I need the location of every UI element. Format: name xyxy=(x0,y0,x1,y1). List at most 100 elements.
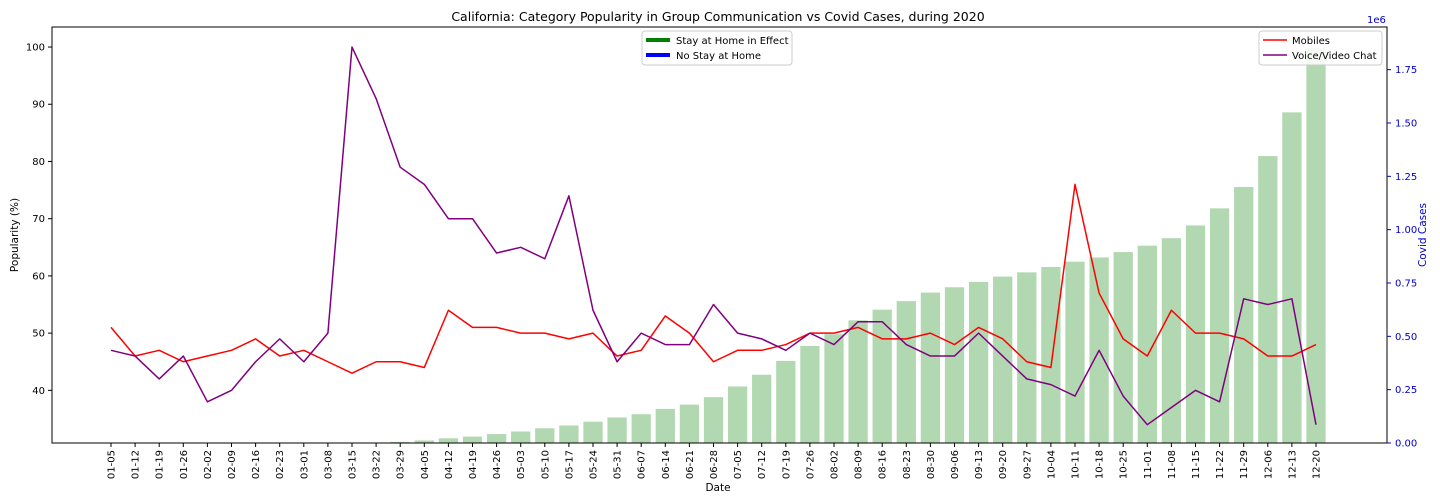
x-tick-label: 12-06 xyxy=(1263,450,1274,479)
right-tick-label: 0.25 xyxy=(1395,385,1417,396)
x-tick-label: 06-21 xyxy=(685,450,696,479)
x-tick-label: 11-22 xyxy=(1215,450,1226,479)
x-tick-label: 01-19 xyxy=(155,450,166,479)
covid-bar xyxy=(1017,272,1037,443)
legend-box xyxy=(641,30,793,66)
covid-bar xyxy=(583,421,603,443)
covid-bar xyxy=(462,436,483,443)
covid-bar xyxy=(655,408,675,443)
legend-series: Mobiles Voice/Video Chat xyxy=(1258,30,1383,66)
x-tick-label: 09-27 xyxy=(1022,450,1033,479)
legend-label: Mobiles xyxy=(1292,36,1330,47)
x-tick-label: 09-20 xyxy=(998,450,1009,479)
covid-bar xyxy=(896,301,916,443)
covid-bar xyxy=(752,374,772,443)
x-tick-label: 01-05 xyxy=(107,450,118,479)
y-axis-label-left: Popularity (%) xyxy=(9,198,21,272)
left-tick-label: 100 xyxy=(26,43,45,54)
right-tick-label: 1.00 xyxy=(1395,225,1417,236)
covid-bar xyxy=(1209,208,1230,443)
covid-bar xyxy=(1234,187,1254,443)
left-tick-label: 90 xyxy=(32,100,45,111)
x-tick-label: 08-16 xyxy=(878,450,889,479)
legend-box xyxy=(1258,30,1383,66)
x-tick-label: 12-20 xyxy=(1312,450,1323,479)
x-tick-label: 03-29 xyxy=(396,450,407,479)
x-tick-label: 08-23 xyxy=(902,450,913,479)
x-axis-label: Date xyxy=(705,482,730,494)
covid-bar xyxy=(390,441,410,443)
x-tick-label: 10-18 xyxy=(1095,450,1106,479)
x-tick-label: 05-17 xyxy=(564,450,575,479)
left-tick-label: 70 xyxy=(32,214,45,225)
right-axis-multiplier: 1e6 xyxy=(1367,15,1386,26)
x-tick-label: 03-01 xyxy=(299,450,310,479)
mobiles-line xyxy=(110,183,1317,374)
x-tick-label: 07-19 xyxy=(781,450,792,479)
x-tick-label: 12-13 xyxy=(1287,450,1298,479)
right-y-axis: 0.00 0.25 0.50 0.75 1.00 1.25 1.50 1.75 xyxy=(1387,65,1417,450)
plot-frame xyxy=(51,26,1388,444)
x-tick-label: 10-04 xyxy=(1046,450,1057,479)
x-tick-label: 02-16 xyxy=(251,450,262,479)
left-tick-label: 80 xyxy=(32,157,45,168)
right-tick-label: 1.25 xyxy=(1395,172,1417,183)
x-tick-label: 04-26 xyxy=(492,450,503,479)
legend-label: Voice/Video Chat xyxy=(1292,51,1377,62)
covid-bar xyxy=(968,281,989,443)
covid-bar xyxy=(535,428,555,443)
x-tick-label: 11-15 xyxy=(1191,450,1202,479)
x-tick-label: 02-09 xyxy=(227,450,238,479)
left-tick-label: 60 xyxy=(32,271,45,282)
covid-bar xyxy=(1185,225,1206,443)
left-tick-label: 50 xyxy=(32,329,45,340)
covid-bars xyxy=(342,48,1326,443)
left-y-axis: 40 50 60 70 80 90 100 xyxy=(26,43,52,397)
y-axis-label-right: Covid Cases xyxy=(1417,203,1429,267)
x-tick-label: 06-14 xyxy=(661,450,672,479)
covid-bar xyxy=(1137,245,1157,443)
covid-bar xyxy=(511,431,531,443)
covid-bar xyxy=(824,334,844,443)
x-axis: 01-05 01-12 01-19 01-26 02-02 02-09 02-16 02-23… xyxy=(107,443,1323,479)
covid-bar xyxy=(727,386,748,443)
x-tick-label: 02-23 xyxy=(275,450,286,479)
x-tick-label: 07-05 xyxy=(733,450,744,479)
covid-bar xyxy=(1258,156,1278,443)
covid-bar xyxy=(800,345,820,443)
x-tick-label: 09-13 xyxy=(974,450,985,479)
x-tick-label: 03-15 xyxy=(348,450,359,479)
right-tick-label: 1.50 xyxy=(1395,119,1417,130)
x-tick-label: 04-12 xyxy=(444,450,455,479)
x-tick-label: 01-12 xyxy=(131,450,142,479)
covid-bar xyxy=(1041,267,1061,443)
left-tick-label: 40 xyxy=(32,386,45,397)
right-tick-label: 0.75 xyxy=(1395,279,1417,290)
covid-bar xyxy=(848,320,868,443)
covid-bar xyxy=(920,292,941,443)
x-tick-label: 05-31 xyxy=(613,450,624,479)
chart-title: California: Category Popularity in Group… xyxy=(451,9,984,24)
covid-bar xyxy=(1306,48,1326,443)
x-tick-label: 05-03 xyxy=(516,450,527,479)
covid-bar xyxy=(679,404,700,443)
covid-bar xyxy=(1113,252,1133,443)
x-tick-label: 02-02 xyxy=(203,450,214,479)
x-tick-label: 08-09 xyxy=(854,450,865,479)
x-tick-label: 09-06 xyxy=(950,450,961,479)
right-tick-label: 1.75 xyxy=(1395,65,1417,76)
x-tick-label: 06-28 xyxy=(709,450,720,479)
x-tick-label: 05-24 xyxy=(589,450,600,479)
x-tick-label: 05-10 xyxy=(540,450,551,479)
x-tick-label: 03-22 xyxy=(372,450,383,479)
covid-bar xyxy=(872,309,892,443)
popularity-lines xyxy=(110,46,1317,426)
right-tick-label: 0.50 xyxy=(1395,332,1417,343)
covid-bar xyxy=(607,417,627,443)
x-tick-label: 01-26 xyxy=(179,450,190,479)
x-tick-label: 11-01 xyxy=(1143,450,1154,479)
covid-bar xyxy=(438,438,459,443)
covid-bar xyxy=(703,397,724,443)
legend-label: Stay at Home in Effect xyxy=(676,36,789,47)
